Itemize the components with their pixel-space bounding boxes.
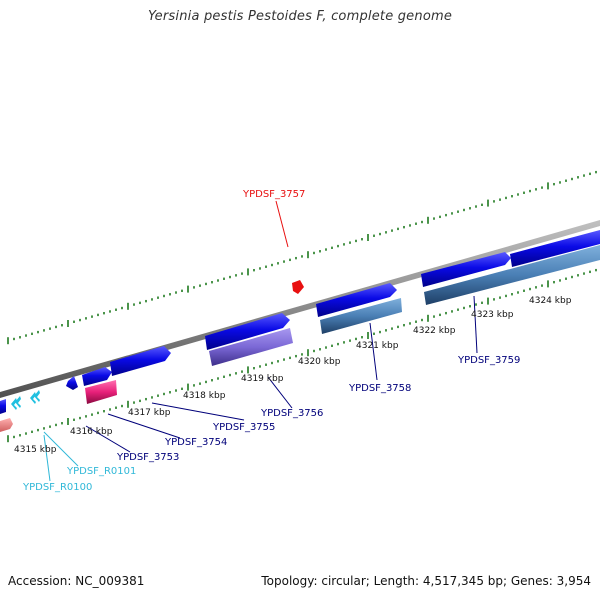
gene-arrow[interactable] [209,328,293,366]
genome-title: Yersinia pestis Pestoides F, complete ge… [147,9,453,24]
kbp-label: 4318 kbp [183,391,226,401]
rna-markers [11,390,40,410]
kbp-label: 4323 kbp [471,310,514,320]
kbp-tick-labels: 4315 kbp 4316 kbp 4317 kbp 4318 kbp 4319… [14,296,572,455]
kbp-label: 4321 kbp [356,341,399,351]
gene-label-ypdsf-3753[interactable]: YPDSF_3753 [116,452,179,463]
gene-arrow[interactable] [205,313,290,350]
reverse-strand-genes [0,245,600,432]
gene-arrow[interactable] [320,298,402,334]
gene-arrow[interactable] [110,346,171,376]
kbp-label: 4319 kbp [241,374,284,384]
gene-arrow[interactable] [316,283,397,317]
gene-labels: YPDSF_3757 YPDSF_3759 YPDSF_3758 YPDSF_3… [22,189,520,493]
gene-arrow[interactable] [0,418,13,432]
kbp-label: 4320 kbp [298,357,341,367]
highlighted-gene-ypdsf-3757[interactable] [292,280,304,294]
kbp-label: 4316 kbp [70,427,113,437]
kbp-label: 4317 kbp [128,408,171,418]
gene-arrow[interactable] [0,399,6,414]
outer-tick-ring [7,170,597,345]
genome-backbone [0,220,600,398]
gene-arrow[interactable] [66,376,78,390]
inner-tick-ring [7,268,597,443]
forward-strand-genes [0,230,600,414]
gene-arrow[interactable] [421,252,511,287]
genome-summary-text: Topology: circular; Length: 4,517,345 bp… [261,574,591,588]
gene-label-ypdsf-r0101[interactable]: YPDSF_R0101 [66,466,136,477]
leader-lines [43,200,478,482]
gene-label-ypdsf-3754[interactable]: YPDSF_3754 [164,437,227,448]
gene-label-ypdsf-3758[interactable]: YPDSF_3758 [348,383,411,394]
kbp-label: 4322 kbp [413,326,456,336]
gene-arrow[interactable] [82,367,112,386]
gene-arrow[interactable] [424,245,600,305]
gene-label-ypdsf-3755[interactable]: YPDSF_3755 [212,422,275,433]
gene-arrow[interactable] [510,230,600,267]
accession-text: Accession: NC_009381 [8,574,145,588]
kbp-label: 4324 kbp [529,296,572,306]
gene-label-ypdsf-3759[interactable]: YPDSF_3759 [457,355,520,366]
gene-label-ypdsf-3757[interactable]: YPDSF_3757 [242,189,305,200]
gene-label-ypdsf-r0100[interactable]: YPDSF_R0100 [22,482,92,493]
gene-label-ypdsf-3756[interactable]: YPDSF_3756 [260,408,323,419]
kbp-label: 4315 kbp [14,445,57,455]
gene-arrow[interactable] [85,380,117,404]
